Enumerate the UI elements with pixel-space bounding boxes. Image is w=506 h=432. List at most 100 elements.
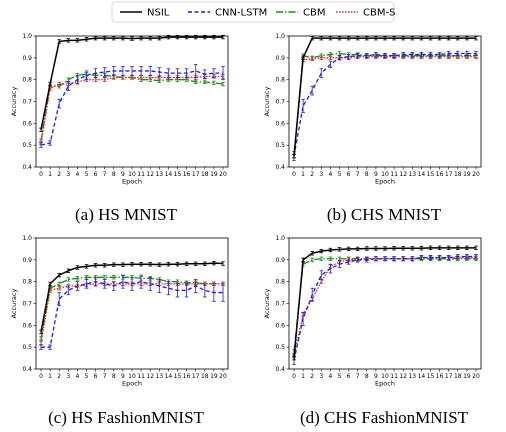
x-tick-label: 13 (155, 171, 163, 178)
x-tick-label: 18 (454, 373, 462, 380)
x-tick-label: 3 (66, 171, 70, 178)
x-tick-label: 20 (472, 171, 480, 178)
x-tick-label: 6 (94, 373, 98, 380)
x-tick-label: 2 (310, 171, 314, 178)
y-axis-label: Accuracy (10, 87, 18, 117)
x-tick-label: 6 (94, 171, 98, 178)
y-tick-label: 0.6 (22, 120, 32, 127)
y-tick-label: 1.0 (22, 235, 32, 242)
x-tick-label: 3 (66, 373, 70, 380)
x-tick-label: 4 (328, 171, 332, 178)
y-axis-label: Accuracy (263, 289, 271, 319)
x-tick-label: 6 (347, 171, 351, 178)
x-tick-label: 2 (310, 373, 314, 380)
series-cnn-lstm (39, 63, 225, 148)
x-tick-label: 19 (463, 171, 471, 178)
x-tick-label: 5 (85, 171, 89, 178)
x-tick-label: 19 (210, 171, 218, 178)
y-tick-label: 0.5 (22, 344, 32, 351)
x-tick-label: 5 (85, 373, 89, 380)
x-tick-label: 19 (210, 373, 218, 380)
series-cbm (39, 72, 225, 143)
chart-panel: 0.40.50.60.70.80.91.00 1 2 3 4 5 6 7 8 9 10 11 12 13 1… (263, 33, 482, 224)
x-tick-label: 3 (319, 171, 323, 178)
x-tick-label: 20 (219, 373, 227, 380)
y-tick-label: 0.4 (22, 366, 32, 373)
panel-caption: (d) CHS FashionMNIST (300, 408, 469, 427)
x-tick-label: 1 (48, 171, 52, 178)
x-tick-label: 1 (301, 373, 305, 380)
legend-label: CBM-S (363, 8, 395, 19)
series-cbm (292, 256, 478, 354)
x-tick-label: 14 (165, 373, 173, 380)
x-tick-label: 5 (338, 373, 342, 380)
series-line (40, 262, 224, 333)
x-tick-label: 11 (137, 171, 145, 178)
y-tick-label: 1.0 (275, 235, 285, 242)
x-tick-label: 16 (436, 373, 444, 380)
x-tick-label: 17 (445, 373, 453, 380)
series-line (293, 37, 476, 157)
y-tick-label: 0.4 (275, 366, 285, 373)
series-line (40, 75, 223, 144)
x-tick-label: 8 (365, 171, 369, 178)
series-line (293, 52, 476, 157)
y-tick-label: 0.9 (22, 257, 32, 264)
chart-panel: 0.40.50.60.70.80.91.00 1 2 3 4 5 6 7 8 9 10 11 12 13 1… (10, 33, 229, 224)
series-line (40, 70, 223, 146)
x-axis-label: Epoch (122, 380, 142, 388)
y-tick-label: 0.7 (22, 301, 32, 308)
x-tick-label: 18 (201, 373, 209, 380)
x-tick-label: 3 (319, 373, 323, 380)
x-tick-label: 0 (292, 171, 296, 178)
x-tick-label: 9 (121, 373, 125, 380)
series-line (293, 52, 476, 157)
plot-frame (35, 35, 229, 168)
x-tick-label: 13 (408, 373, 416, 380)
x-tick-label: 13 (408, 171, 416, 178)
series-cbm (292, 51, 478, 159)
y-tick-label: 0.5 (275, 142, 285, 149)
x-tick-label: 9 (121, 171, 125, 178)
x-tick-label: 7 (103, 373, 107, 380)
x-tick-label: 2 (57, 171, 61, 178)
series-nsil (39, 260, 225, 335)
x-tick-label: 14 (418, 171, 426, 178)
y-tick-label: 0.8 (275, 77, 285, 84)
x-tick-label: 0 (39, 373, 43, 380)
chart-panel: 0.40.50.60.70.80.91.00 1 2 3 4 5 6 7 8 9 10 11 12 13 1… (10, 235, 229, 427)
legend: NSIL CNN-LSTM CBM CBM-S (111, 1, 395, 23)
x-tick-label: 17 (445, 171, 453, 178)
x-axis-label: Epoch (375, 380, 395, 388)
chart-panel: 0.40.50.60.70.80.91.00 1 2 3 4 5 6 7 8 9 10 11 12 13 1… (263, 235, 482, 427)
x-tick-label: 4 (328, 373, 332, 380)
x-tick-label: 10 (128, 373, 136, 380)
y-tick-label: 0.8 (22, 279, 32, 286)
x-tick-label: 17 (192, 171, 200, 178)
x-tick-label: 13 (155, 373, 163, 380)
x-tick-label: 6 (347, 373, 351, 380)
y-tick-label: 0.7 (275, 99, 285, 106)
x-tick-label: 0 (39, 171, 43, 178)
x-tick-label: 19 (463, 373, 471, 380)
x-tick-label: 15 (174, 373, 182, 380)
x-tick-label: 1 (301, 171, 305, 178)
x-tick-label: 14 (165, 171, 173, 178)
y-tick-label: 0.5 (22, 142, 32, 149)
y-tick-label: 0.8 (275, 279, 285, 286)
x-tick-label: 11 (390, 171, 398, 178)
y-tick-label: 1.0 (275, 33, 285, 40)
x-tick-label: 17 (192, 373, 200, 380)
series-cbm-s (292, 255, 478, 359)
x-tick-label: 11 (137, 373, 145, 380)
y-tick-label: 0.6 (22, 322, 32, 329)
x-tick-label: 9 (374, 171, 378, 178)
series-nsil (292, 36, 478, 159)
series-line (41, 281, 223, 348)
x-tick-label: 7 (356, 373, 360, 380)
x-tick-label: 12 (146, 373, 154, 380)
panels: 0.40.50.60.70.80.91.00 1 2 3 4 5 6 7 8 9 10 11 12 13 1… (10, 33, 482, 427)
panel-caption: (c) HS FashionMNIST (48, 408, 204, 427)
x-tick-label: 0 (292, 373, 296, 380)
